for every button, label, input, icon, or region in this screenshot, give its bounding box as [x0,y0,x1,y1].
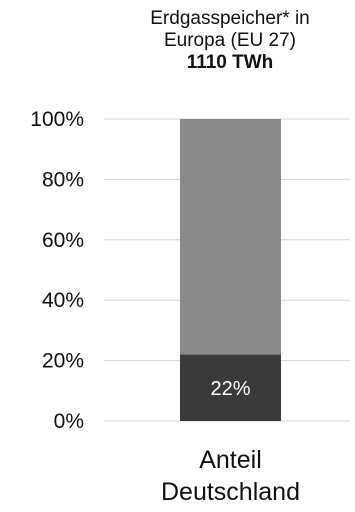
bar-data-label: 22% [210,378,250,400]
chart-total-label: 1110 TWh [186,52,274,73]
chart-title-line-1: Erdgasspeicher* in [150,8,310,29]
x-category-label: Deutschland [161,478,300,506]
y-tick-label: 80% [42,168,84,191]
x-category-label: Anteil [199,446,262,474]
y-tick-label: 40% [42,289,84,312]
y-tick-label: 100% [30,108,84,131]
chart-title: Erdgasspeicher* in Europa (EU 27) 1110 T… [105,8,355,74]
chart-title-line-2: Europa (EU 27) [163,30,296,51]
bar-segment-deutschland [180,354,281,421]
y-tick-label: 60% [42,229,84,252]
y-tick-label: 0% [54,410,84,433]
y-tick-label: 20% [42,350,84,373]
bar-segment-rest [180,119,281,355]
